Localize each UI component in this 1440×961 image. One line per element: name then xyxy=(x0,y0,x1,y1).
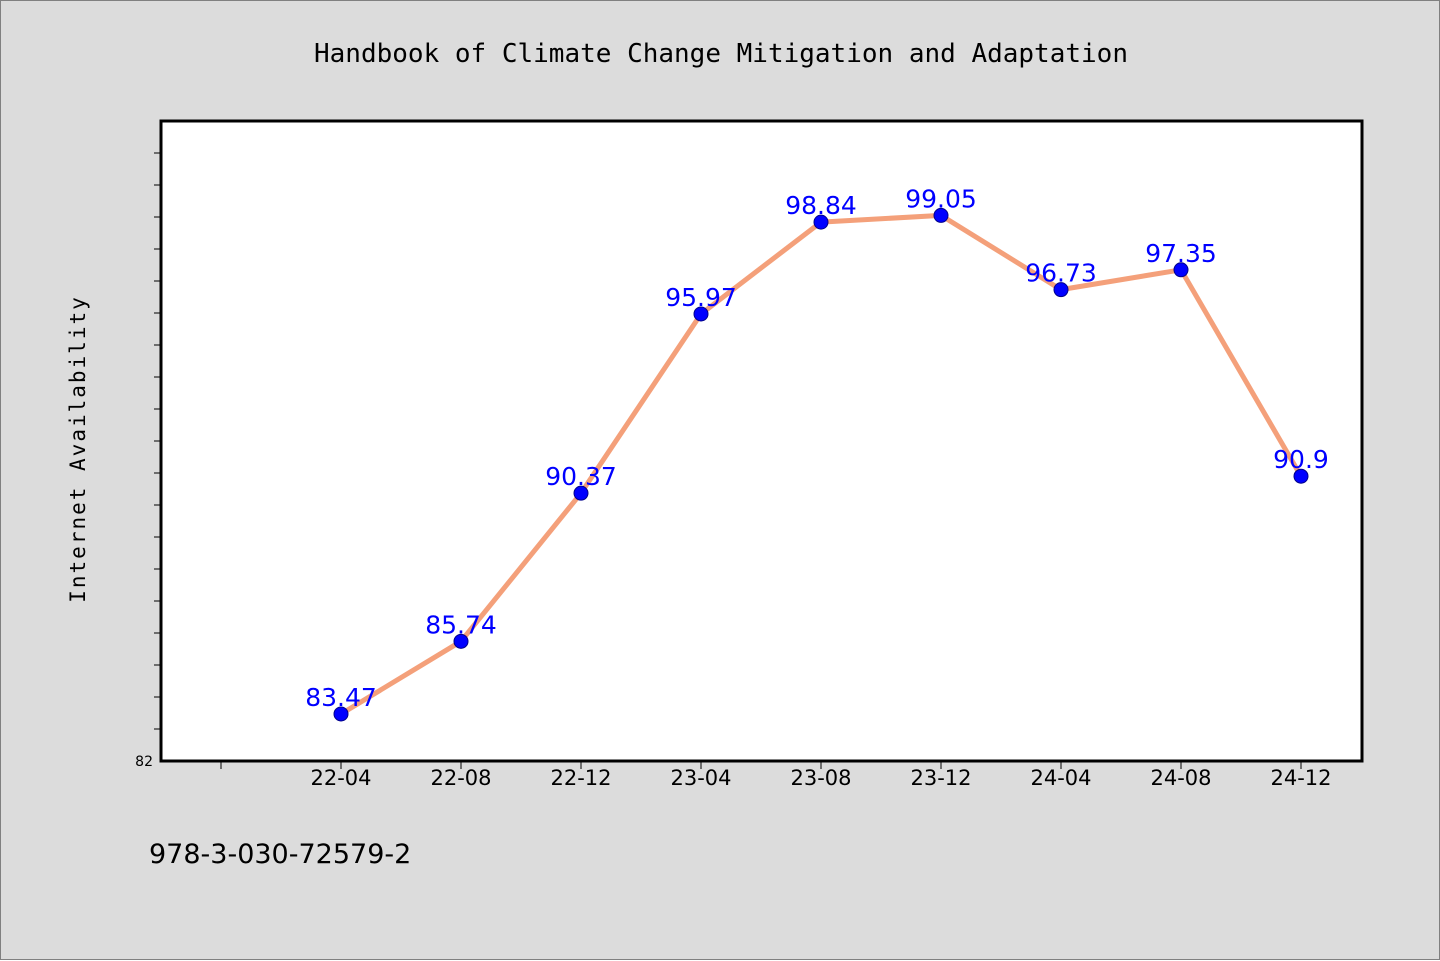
data-point xyxy=(333,706,349,722)
x-tick-label: 22-08 xyxy=(430,766,491,790)
x-axis-ticks: 22-04 22-08 22-12 23-04 23-08 23-12 24-04 24-08… xyxy=(220,761,1332,790)
x-tick-label: 23-04 xyxy=(670,766,731,790)
x-tick-label: 24-04 xyxy=(1030,766,1091,790)
x-tick-label: 22-04 xyxy=(310,766,371,790)
data-point xyxy=(453,633,469,649)
y-axis-label: Internet Availability xyxy=(66,295,90,603)
x-tick-label: 23-12 xyxy=(910,766,971,790)
data-point xyxy=(933,207,949,223)
plot-area xyxy=(159,119,1364,763)
data-point xyxy=(573,485,589,501)
x-tick-label: 22-12 xyxy=(550,766,611,790)
data-point xyxy=(1293,468,1309,484)
data-point xyxy=(1173,262,1189,278)
data-point xyxy=(693,306,709,322)
isbn-footer: 978-3-030-72579-2 xyxy=(149,839,411,870)
y-axis-ticks: 82 xyxy=(135,152,161,770)
data-point xyxy=(1053,282,1069,298)
chart-title: Handbook of Climate Change Mitigation an… xyxy=(314,39,1128,69)
x-tick-label: 24-08 xyxy=(1150,766,1211,790)
data-point xyxy=(813,214,829,230)
x-tick-label: 24-12 xyxy=(1270,766,1331,790)
x-tick-label: 23-08 xyxy=(790,766,851,790)
y-tick-label: 82 xyxy=(135,754,153,770)
